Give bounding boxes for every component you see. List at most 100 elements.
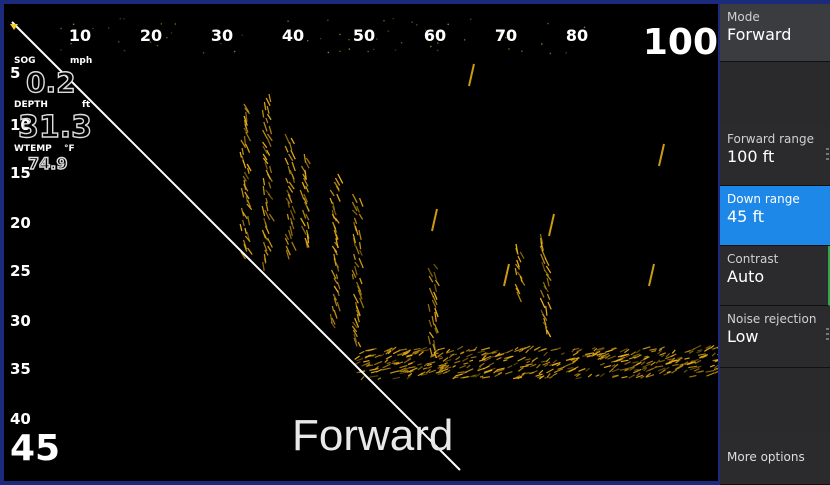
sonar-return (358, 257, 364, 269)
sonar-return (285, 197, 291, 205)
sonar-return (397, 353, 403, 357)
sonar-return (336, 193, 341, 202)
sonar-return (465, 348, 470, 352)
more-dots-icon (826, 148, 829, 162)
sonar-return (485, 365, 490, 369)
sonar-return (243, 127, 249, 134)
sonar-noise (499, 31, 502, 34)
sonar-return (663, 371, 672, 376)
sonar-return (599, 355, 607, 361)
contrast-menu-item[interactable]: Contrast Auto (720, 246, 830, 306)
sonar-return (409, 370, 414, 373)
sonar-return (359, 249, 363, 256)
depth-tick: 20 (10, 214, 31, 232)
mode-label: Mode (727, 10, 760, 24)
sonar-return (336, 289, 340, 297)
sonar-return (329, 189, 335, 197)
menu-spacer (720, 368, 830, 432)
sonar-return (439, 366, 444, 371)
sonar-return (545, 357, 551, 363)
sonar-return (667, 358, 676, 361)
sonar-return (608, 367, 615, 373)
sonar-return (409, 367, 418, 372)
sonar-return (355, 245, 360, 255)
sonar-view[interactable]: 10 20 30 40 50 60 70 80 5 10 15 20 25 30… (4, 4, 718, 481)
depth-tick: 25 (10, 262, 31, 280)
mode-menu-item[interactable]: Mode Forward (720, 4, 830, 62)
more-options-button[interactable]: More options (720, 432, 830, 485)
sonar-noise (383, 19, 385, 22)
sonar-return (491, 351, 498, 355)
sonar-return (536, 363, 541, 369)
sonar-return (545, 305, 548, 316)
sonar-return (290, 137, 295, 145)
sonar-return (420, 349, 429, 352)
sonar-return (285, 177, 289, 184)
sonar-return (575, 376, 582, 380)
sonar-return (516, 291, 522, 303)
sonar-return (660, 354, 665, 358)
sonar-return (628, 374, 635, 379)
sonar-return (540, 241, 544, 251)
depth-value: 31.3 (17, 109, 93, 145)
sonar-noise (387, 30, 390, 32)
sonar-noise (392, 17, 395, 20)
sonar-return (542, 361, 551, 366)
sonar-return (244, 123, 249, 133)
sonar-return (571, 348, 576, 353)
sonar-return (374, 365, 379, 371)
sonar-return (245, 143, 251, 153)
sonar-return (477, 366, 482, 371)
sonar-return (445, 359, 452, 363)
sonar-return (426, 363, 432, 367)
sonar-return (329, 313, 333, 324)
noise-rejection-value: Low (727, 327, 759, 346)
menu-spacer (720, 64, 830, 126)
sonar-return (620, 359, 629, 363)
sonar-return (263, 101, 267, 111)
sonar-return (454, 360, 461, 364)
forward-range-menu-item[interactable]: Forward range 100 ft (720, 126, 830, 186)
sonar-return (262, 129, 268, 139)
sonar-return (358, 241, 362, 250)
sonar-return (423, 362, 429, 367)
sonar-return (548, 213, 555, 237)
sonar-return (266, 137, 272, 147)
sonar-return (519, 251, 525, 259)
sonar-return (624, 348, 630, 354)
sonar-return (244, 227, 248, 235)
sonar-return (291, 205, 296, 214)
sonar-return (671, 369, 678, 374)
sonar-return (243, 103, 250, 113)
mode-value: Forward (727, 25, 792, 44)
sonar-return (351, 209, 358, 216)
sonar-return (335, 185, 340, 192)
sonar-return (641, 366, 647, 371)
noise-rejection-menu-item[interactable]: Noise rejection Low (720, 306, 830, 368)
sonar-return (247, 247, 253, 255)
sonar-return (353, 333, 358, 343)
sonar-return (540, 253, 546, 265)
sonar-return (364, 361, 371, 366)
sonar-return (369, 367, 379, 372)
sonar-return (264, 161, 269, 170)
depth-tick: 10 (10, 116, 31, 134)
sonar-return (284, 233, 290, 241)
sonar-return (531, 370, 538, 374)
down-range-menu-item[interactable]: Down range 45 ft (720, 186, 830, 246)
sonar-return (262, 145, 268, 155)
sonar-return (595, 374, 600, 377)
sonar-return (585, 367, 591, 372)
sonar-return (629, 366, 635, 371)
sonar-return (265, 117, 269, 124)
forward-range-tick: 10 (68, 26, 92, 45)
sonar-return (545, 273, 552, 281)
sonar-return (353, 337, 358, 347)
sonar-return (239, 151, 243, 158)
sonar-return (337, 173, 344, 184)
sonar-return (284, 237, 290, 245)
sonar-noise (174, 23, 177, 25)
sonar-return (431, 208, 438, 232)
sonar-return (263, 121, 268, 132)
sonar-return (417, 346, 428, 352)
